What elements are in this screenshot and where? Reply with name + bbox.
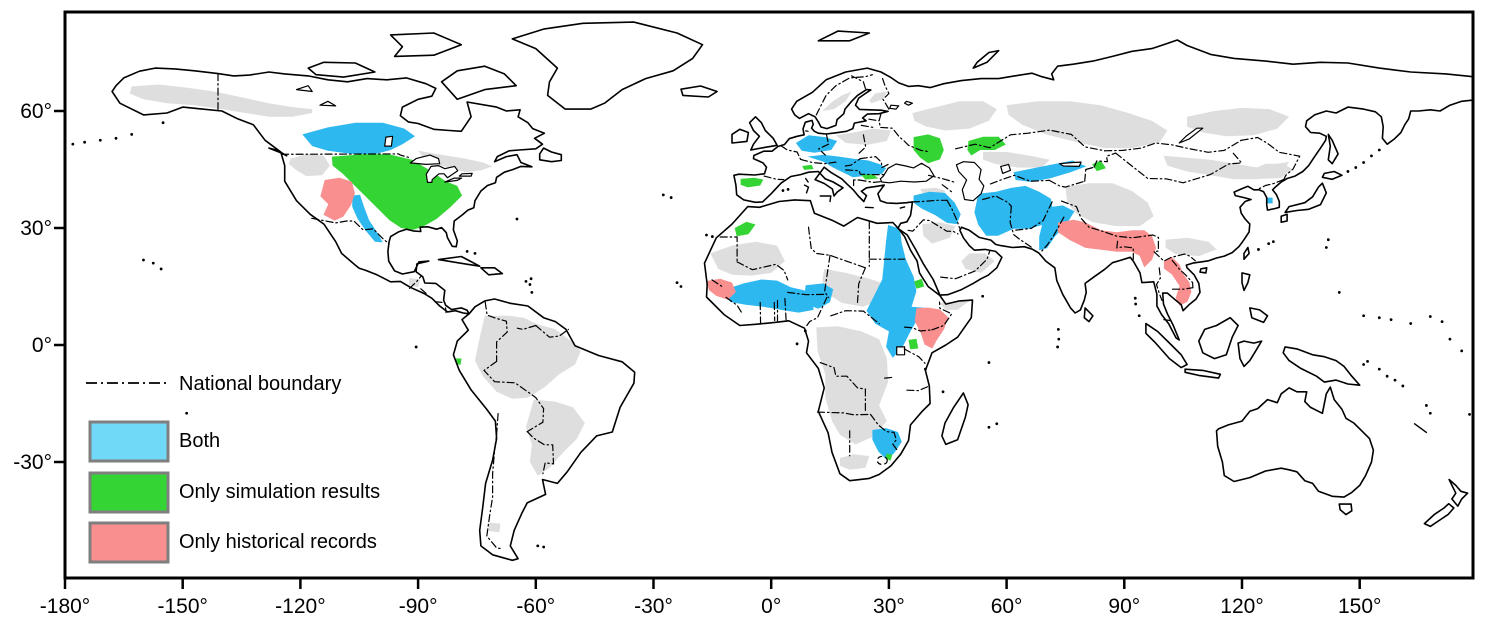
legend-swatch-only-historical — [88, 521, 170, 564]
x-tick-label: -30° — [634, 595, 673, 618]
legend-swatch-only-simulation — [88, 471, 170, 514]
x-tick-label: -180° — [40, 595, 90, 618]
legend-label-both: Both — [179, 430, 220, 452]
x-tick-label: 60° — [991, 595, 1023, 618]
x-tick-label: -90° — [399, 595, 438, 618]
historical-only-basins-layer — [320, 177, 1192, 349]
legend-label-national-boundary: National boundary — [179, 373, 341, 395]
y-tick-label: 0° — [32, 334, 52, 357]
simulation-only-basins-layer — [331, 134, 1106, 461]
x-tick-label: 90° — [1108, 595, 1140, 618]
x-tick-label: 120° — [1220, 595, 1263, 618]
y-tick-label: -30° — [13, 451, 52, 474]
national-boundaries-layer — [217, 73, 1301, 550]
axis-ticks — [54, 109, 1361, 589]
x-tick-label: -60° — [516, 595, 555, 618]
legend-label-only-historical: Only historical records — [179, 531, 377, 553]
x-tick-label: 150° — [1338, 595, 1381, 618]
map-legend: National boundary Both Only simulation r… — [86, 373, 380, 564]
no-data-basins-layer — [129, 84, 1293, 533]
legend-label-only-simulation: Only simulation results — [179, 481, 380, 503]
legend-swatch-both — [88, 420, 170, 463]
y-tick-label: 30° — [20, 217, 52, 240]
map-layers — [71, 21, 1473, 562]
map-frame — [63, 10, 1475, 580]
x-tick-label: -150° — [157, 595, 207, 618]
lakes-layer — [295, 85, 1204, 356]
x-axis-labels: -180° -150° -120° -90° -60° -30° 0° 30° … — [40, 595, 1382, 618]
y-axis-labels: 60° 30° 0° -30° — [13, 100, 52, 474]
y-tick-label: 60° — [20, 100, 52, 123]
small-islands-layer — [71, 121, 1473, 549]
x-tick-label: 30° — [873, 595, 905, 618]
x-tick-label: 0° — [761, 595, 781, 618]
x-tick-label: -120° — [275, 595, 325, 618]
coastline-layer — [111, 21, 1473, 562]
both-basins-layer — [302, 122, 1273, 460]
